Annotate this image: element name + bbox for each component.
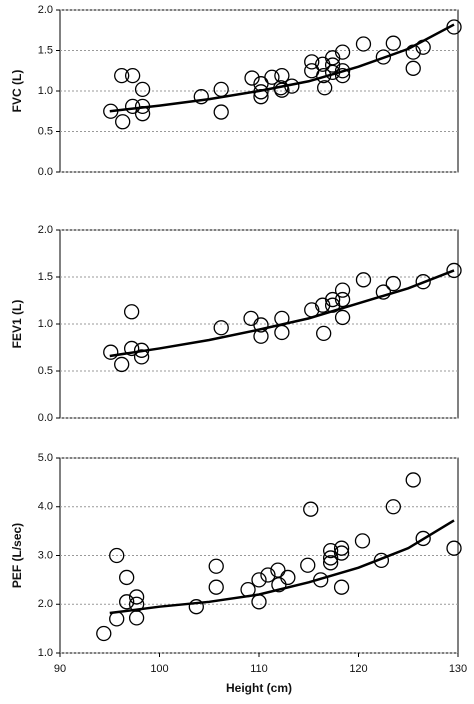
data-point — [109, 547, 125, 564]
data-point — [300, 557, 316, 573]
data-point — [264, 69, 280, 85]
x-axis-label: Height (cm) — [226, 681, 292, 695]
data-point — [446, 540, 462, 556]
plot-frame — [59, 229, 459, 419]
data-point — [128, 589, 145, 605]
data-point — [304, 54, 320, 70]
y-axis-label: FEV1 (L) — [10, 300, 24, 349]
data-point — [385, 275, 401, 292]
data-point — [333, 579, 350, 595]
x-tick-label: 130 — [449, 663, 467, 675]
y-tick-label: 2.0 — [38, 4, 53, 16]
data-point — [334, 63, 351, 79]
data-point — [322, 542, 339, 559]
data-point — [244, 70, 260, 86]
data-point — [334, 291, 351, 308]
data-point — [375, 284, 392, 300]
data-point — [128, 610, 145, 626]
data-point — [375, 49, 392, 65]
data-point — [119, 569, 135, 586]
data-point — [251, 572, 267, 588]
y-tick-label: 0.0 — [38, 166, 53, 178]
data-point — [405, 472, 421, 488]
data-point — [415, 530, 431, 547]
data-point — [324, 291, 341, 308]
data-point — [124, 67, 141, 84]
data-point — [405, 60, 421, 76]
data-point — [124, 98, 141, 115]
data-point — [385, 499, 401, 515]
data-point — [303, 501, 319, 517]
y-tick-label: 0.5 — [38, 365, 53, 377]
y-tick-label: 1.5 — [38, 44, 53, 56]
data-point — [334, 67, 351, 84]
data-point — [322, 550, 339, 566]
data-point — [334, 282, 351, 298]
x-tick-label: 90 — [54, 663, 66, 675]
x-tick-label: 120 — [349, 663, 367, 675]
y-tick-label: 0.0 — [38, 412, 53, 424]
data-point — [253, 317, 269, 333]
data-point — [134, 81, 151, 98]
plot-frame — [59, 457, 459, 654]
data-point — [193, 89, 209, 105]
y-tick-label: 3.0 — [38, 549, 53, 561]
data-point — [208, 558, 224, 574]
x-tick-label: 110 — [250, 663, 268, 675]
y-tick-label: 1.0 — [38, 647, 53, 659]
y-tick-label: 0.5 — [38, 125, 53, 137]
trend-line — [109, 23, 455, 113]
data-point — [415, 274, 431, 290]
y-axis-label: FVC (L) — [10, 70, 24, 113]
data-point — [354, 533, 371, 549]
trend-line — [109, 519, 455, 615]
data-point — [103, 344, 119, 360]
trend-line — [109, 269, 455, 358]
data-point — [333, 540, 350, 556]
y-tick-label: 1.0 — [38, 318, 53, 330]
y-tick-label: 2.0 — [38, 224, 53, 236]
data-point — [213, 320, 229, 336]
data-point — [274, 82, 290, 98]
data-point — [123, 304, 140, 320]
data-point — [322, 555, 339, 571]
y-tick-label: 4.0 — [38, 501, 53, 513]
data-point — [315, 297, 331, 313]
y-axis-label: PEF (L/sec) — [10, 523, 24, 588]
data-point — [188, 599, 204, 615]
data-point — [270, 562, 286, 578]
data-point — [334, 44, 351, 60]
data-point — [260, 567, 276, 583]
y-tick-label: 5.0 — [38, 452, 53, 464]
y-tick-label: 1.5 — [38, 271, 53, 283]
data-point — [334, 309, 351, 326]
data-point — [317, 80, 333, 96]
data-point — [123, 340, 140, 357]
data-point — [446, 262, 462, 279]
data-point — [114, 356, 130, 373]
data-point — [114, 67, 130, 84]
data-point — [280, 569, 296, 586]
y-tick-label: 1.0 — [38, 85, 53, 97]
data-point — [333, 545, 350, 561]
data-point — [96, 625, 112, 642]
data-point — [119, 594, 135, 610]
data-point — [316, 325, 332, 342]
x-tick-label: 100 — [150, 663, 168, 675]
y-tick-label: 2.0 — [38, 598, 53, 610]
data-point — [355, 272, 372, 288]
data-point — [115, 114, 131, 130]
data-point — [385, 35, 401, 51]
data-point — [208, 579, 224, 595]
data-point — [355, 36, 372, 52]
data-point — [213, 104, 229, 120]
